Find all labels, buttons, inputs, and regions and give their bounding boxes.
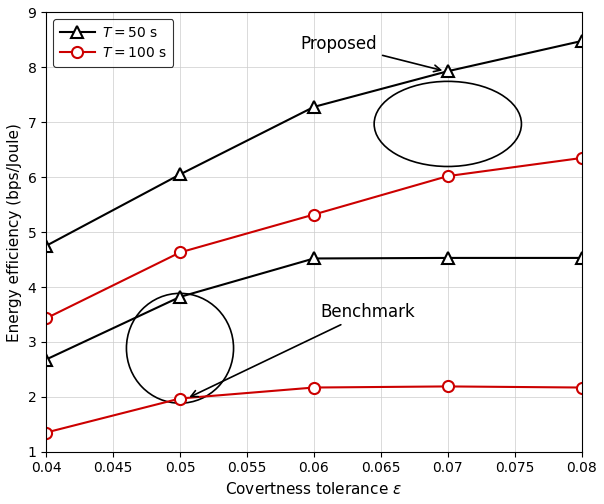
$T = 100$ s (42, 316, 50, 322)
Y-axis label: Energy efficiency (bps/Joule): Energy efficiency (bps/Joule) (7, 122, 22, 342)
$T = 100$ s (578, 155, 585, 161)
$T = 100$ s (176, 249, 184, 256)
$T = 50$ s (42, 243, 50, 249)
Legend: $T = 50$ s, $T = 100$ s: $T = 50$ s, $T = 100$ s (53, 19, 173, 67)
$T = 50$ s (310, 104, 318, 110)
Line: $T = 50$ s: $T = 50$ s (40, 35, 587, 251)
X-axis label: Covertness tolerance $\varepsilon$: Covertness tolerance $\varepsilon$ (225, 481, 402, 497)
$T = 100$ s (310, 212, 318, 218)
$T = 100$ s (444, 173, 451, 179)
Line: $T = 100$ s: $T = 100$ s (40, 152, 587, 324)
$T = 50$ s (176, 171, 184, 177)
Text: Benchmark: Benchmark (191, 303, 416, 397)
$T = 50$ s (444, 68, 451, 74)
Text: Proposed: Proposed (301, 35, 440, 72)
$T = 50$ s (578, 38, 585, 44)
